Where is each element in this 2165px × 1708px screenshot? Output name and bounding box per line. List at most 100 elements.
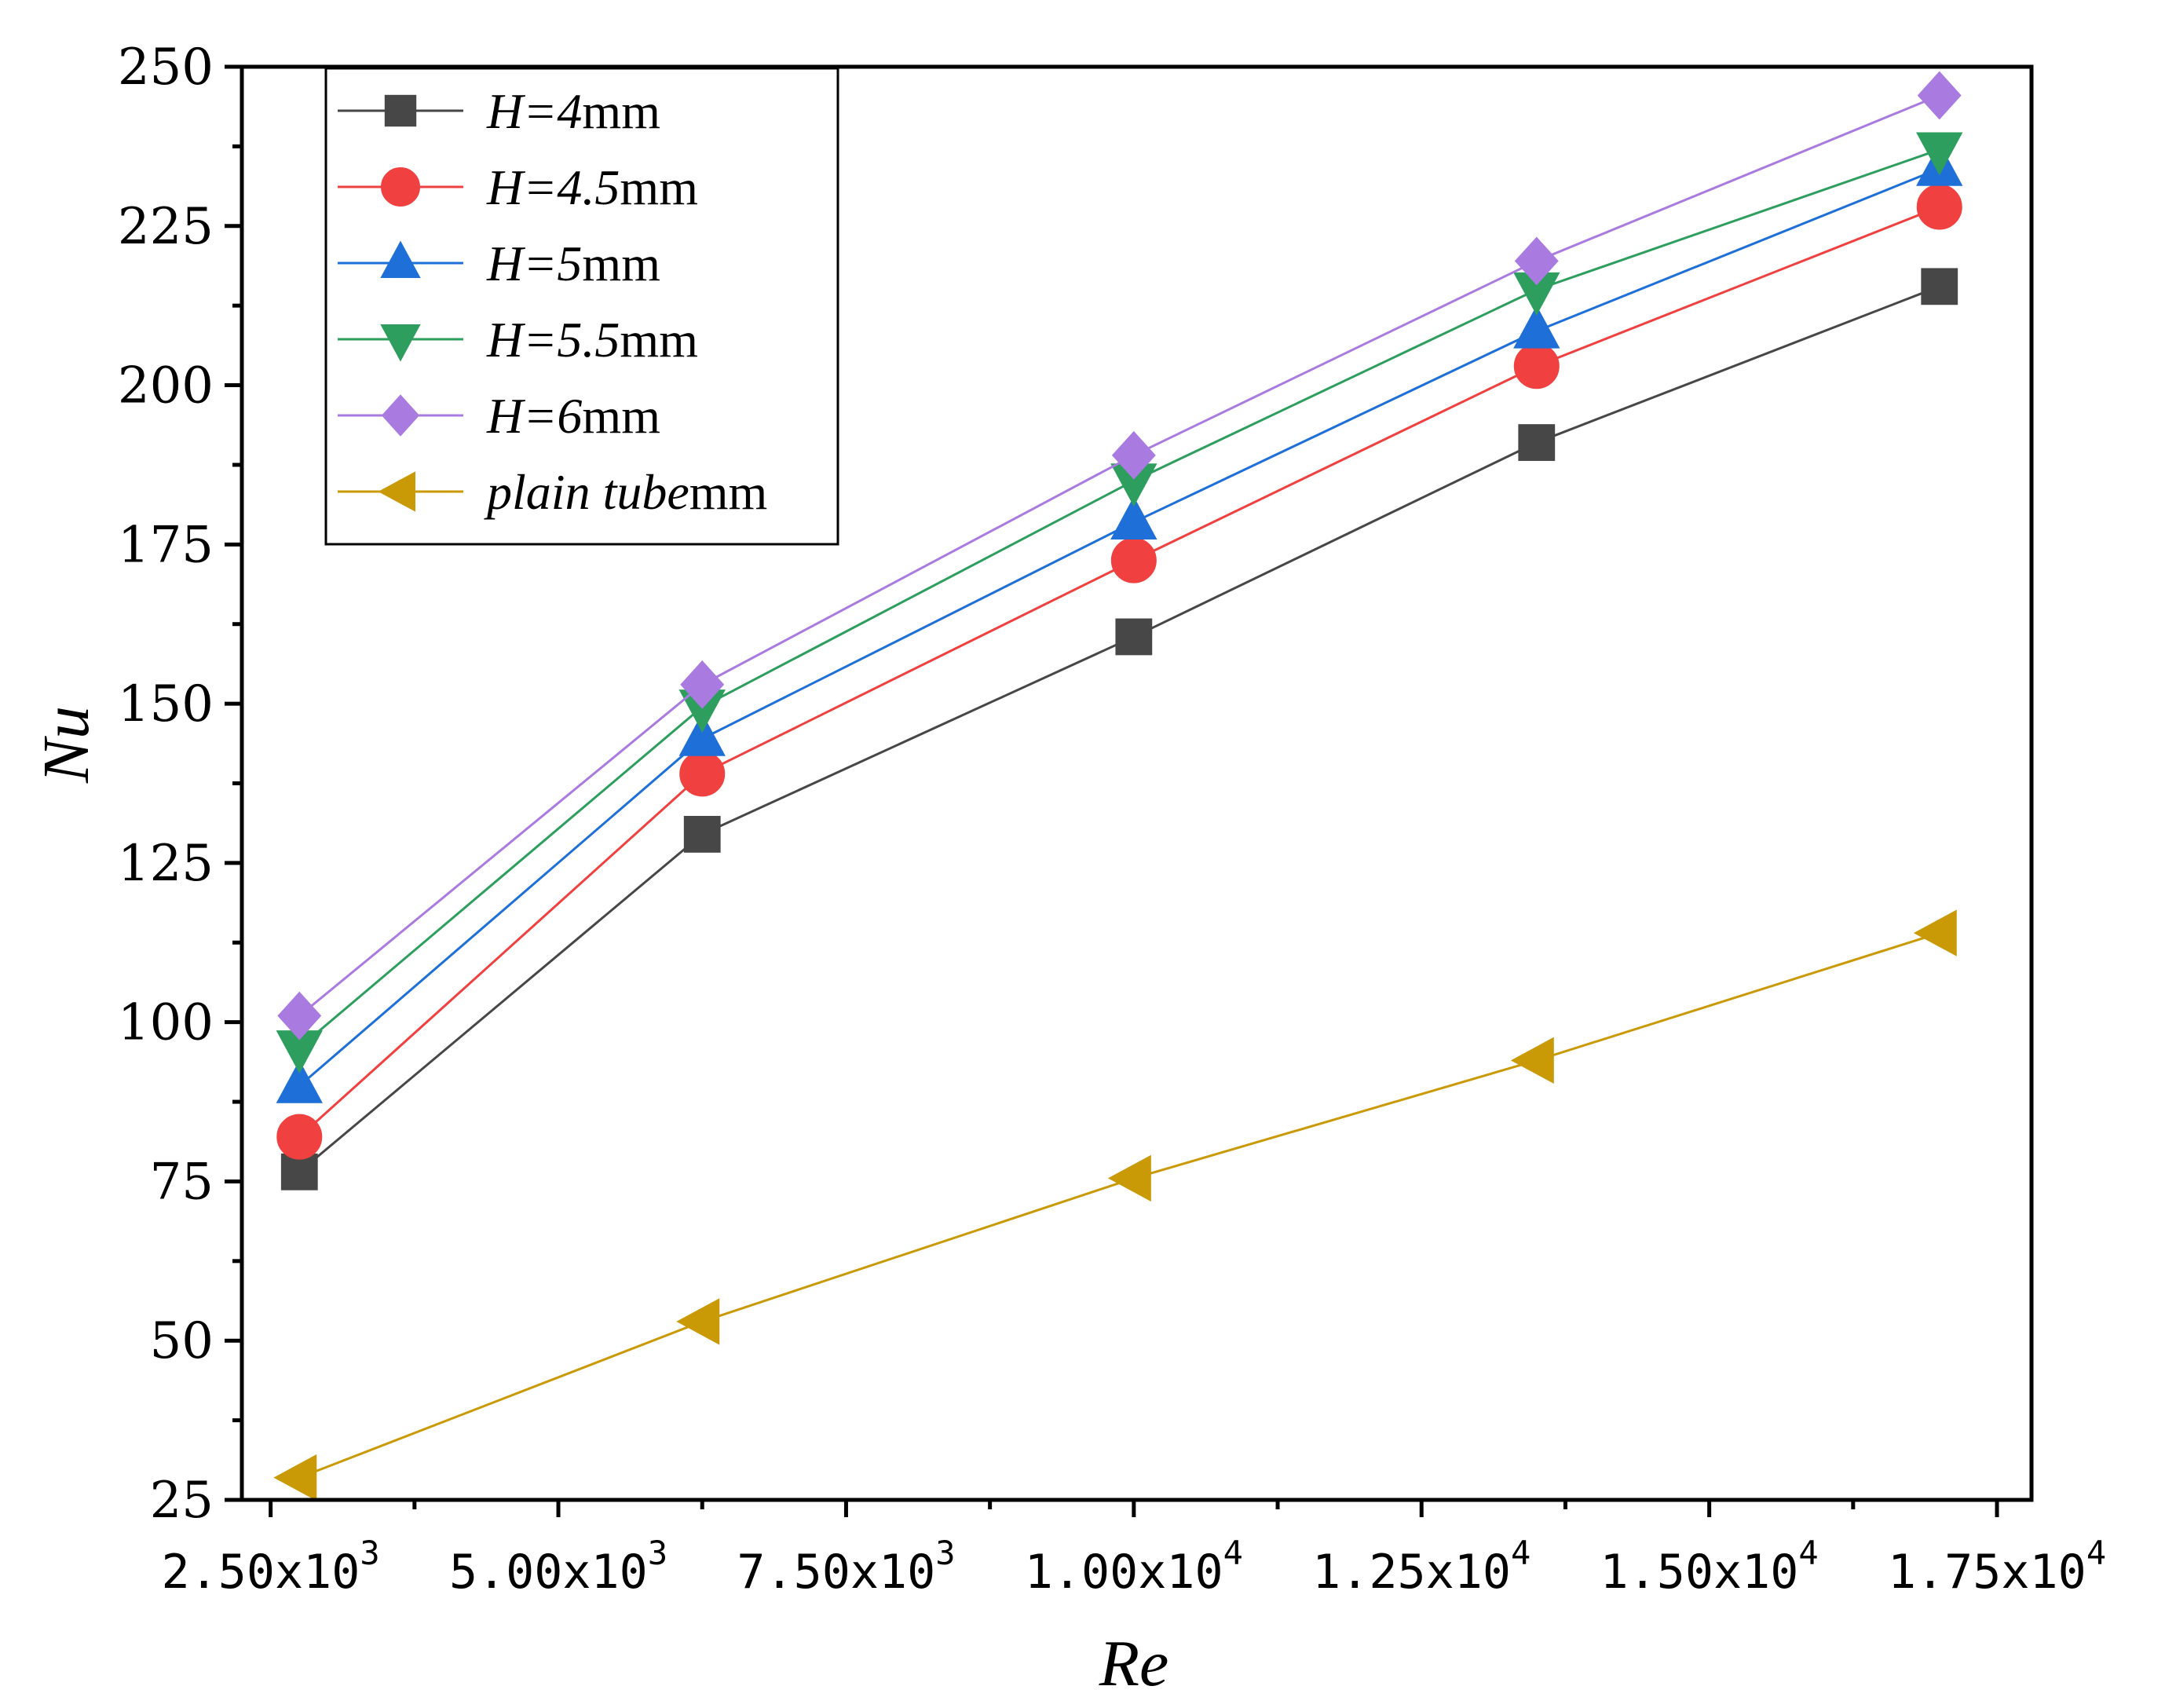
y-tick-label: 100 (118, 994, 214, 1052)
data-point (277, 991, 322, 1041)
legend-label-unit: mm (582, 83, 660, 139)
data-point (679, 751, 726, 797)
legend-label: H=5.5mm (486, 312, 698, 368)
x-tick-exponent: 4 (1511, 1534, 1530, 1572)
data-point (1110, 537, 1157, 583)
data-point (276, 1059, 323, 1103)
y-tick-label: 225 (118, 198, 214, 256)
data-point (1917, 71, 1962, 120)
legend-marker (384, 94, 417, 127)
series-0 (280, 268, 1958, 1190)
x-tick-exponent: 3 (935, 1534, 955, 1572)
data-point (1111, 430, 1156, 480)
legend-label-unit: mm (582, 236, 660, 291)
x-axis: 2.50x103 5.00x103 7.50x103 1.00x104 1.25x104… (162, 1500, 2106, 1600)
data-point (1514, 236, 1559, 286)
x-tick-mantissa: 2.50x10 (162, 1545, 360, 1600)
y-tick-label: 75 (150, 1153, 214, 1211)
data-point (676, 1298, 720, 1345)
legend-label: H=5mm (486, 236, 660, 291)
legend-entry: H=6mm (338, 388, 660, 444)
data-point (280, 1153, 318, 1190)
series-2 (276, 142, 1963, 1103)
x-tick-label: 1.25x104 (1312, 1534, 1530, 1600)
x-tick-mantissa: 1.50x10 (1600, 1545, 1799, 1600)
legend-marker (380, 240, 421, 278)
legend-label-italic: H=5 (486, 236, 582, 291)
legend-label: H=4mm (486, 83, 660, 139)
legend-marker (378, 471, 415, 512)
y-tick-label: 25 (150, 1472, 214, 1530)
x-tick-exponent: 4 (1798, 1534, 1818, 1572)
data-point (1107, 1154, 1151, 1202)
legend-entry: H=4.5mm (338, 159, 698, 215)
legend-label-unit: mm (620, 159, 698, 215)
y-tick-label: 250 (118, 38, 214, 97)
legend-marker (380, 324, 421, 362)
legend-label: H=6mm (486, 388, 660, 444)
legend-label-italic: H=4.5 (486, 159, 620, 215)
x-tick-label: 2.50x103 (162, 1534, 380, 1600)
series-5 (273, 909, 1957, 1501)
legend-marker (381, 167, 420, 207)
y-axis-title: Nu (30, 706, 103, 784)
data-point (1916, 132, 1963, 176)
y-tick-label: 125 (118, 835, 214, 893)
y-tick-label: 50 (150, 1312, 214, 1370)
data-point (680, 660, 725, 709)
x-tick-mantissa: 5.00x10 (449, 1545, 648, 1600)
x-axis-title: Re (1099, 1627, 1169, 1700)
data-point (683, 815, 721, 853)
y-axis: 25 50 75 100 125 150 175 200 225 250 (118, 38, 242, 1530)
legend-entry: H=5mm (338, 236, 660, 291)
data-point (1513, 343, 1560, 390)
legend-label-italic: plain tube (484, 464, 689, 520)
x-tick-label: 7.50x103 (737, 1534, 955, 1600)
x-tick-exponent: 3 (648, 1534, 667, 1572)
y-tick-label: 200 (118, 357, 214, 415)
x-tick-exponent: 3 (360, 1534, 379, 1572)
legend-label-unit: mm (582, 388, 660, 444)
series-3 (276, 132, 1963, 1074)
y-tick-label: 150 (118, 675, 214, 733)
legend-label-unit: mm (620, 312, 698, 368)
x-tick-label: 5.00x103 (449, 1534, 667, 1600)
legend-entry: H=4mm (338, 83, 660, 139)
legend-box (324, 67, 839, 546)
data-point (1513, 305, 1560, 349)
data-point (1916, 184, 1962, 230)
series-1 (276, 184, 1962, 1160)
legend-label: H=4.5mm (486, 159, 698, 215)
legend-label-italic: H=4 (486, 83, 582, 139)
data-point (1110, 496, 1157, 539)
y-tick-label: 175 (118, 516, 214, 574)
x-tick-mantissa: 7.50x10 (737, 1545, 935, 1600)
x-tick-exponent: 4 (1223, 1534, 1243, 1572)
data-point (678, 712, 726, 756)
data-point (276, 1114, 323, 1160)
legend-label-unit: mm (689, 464, 768, 520)
legend-marker (381, 394, 420, 437)
x-tick-label: 1.50x104 (1600, 1534, 1819, 1600)
x-tick-label: 1.00x104 (1025, 1534, 1243, 1600)
x-tick-mantissa: 1.75x10 (1888, 1545, 2086, 1600)
legend-label: plain tubemm (484, 464, 767, 520)
x-tick-label: 1.75x104 (1888, 1534, 2106, 1600)
series-4 (277, 71, 1962, 1041)
data-point (1518, 424, 1556, 461)
series-layer (273, 71, 1963, 1501)
x-tick-mantissa: 1.00x10 (1025, 1545, 1223, 1600)
data-point (1510, 1037, 1554, 1084)
legend-label-italic: H=6 (486, 388, 582, 444)
x-tick-mantissa: 1.25x10 (1312, 1545, 1511, 1600)
data-point (1921, 268, 1958, 305)
legend-entry: H=5.5mm (338, 312, 698, 368)
x-tick-exponent: 4 (2086, 1534, 2106, 1572)
data-point (273, 1454, 317, 1501)
data-point (1913, 909, 1957, 956)
legend-entry: plain tubemm (338, 464, 767, 520)
legend-label-italic: H=5.5 (486, 312, 620, 368)
data-point (1115, 618, 1153, 656)
